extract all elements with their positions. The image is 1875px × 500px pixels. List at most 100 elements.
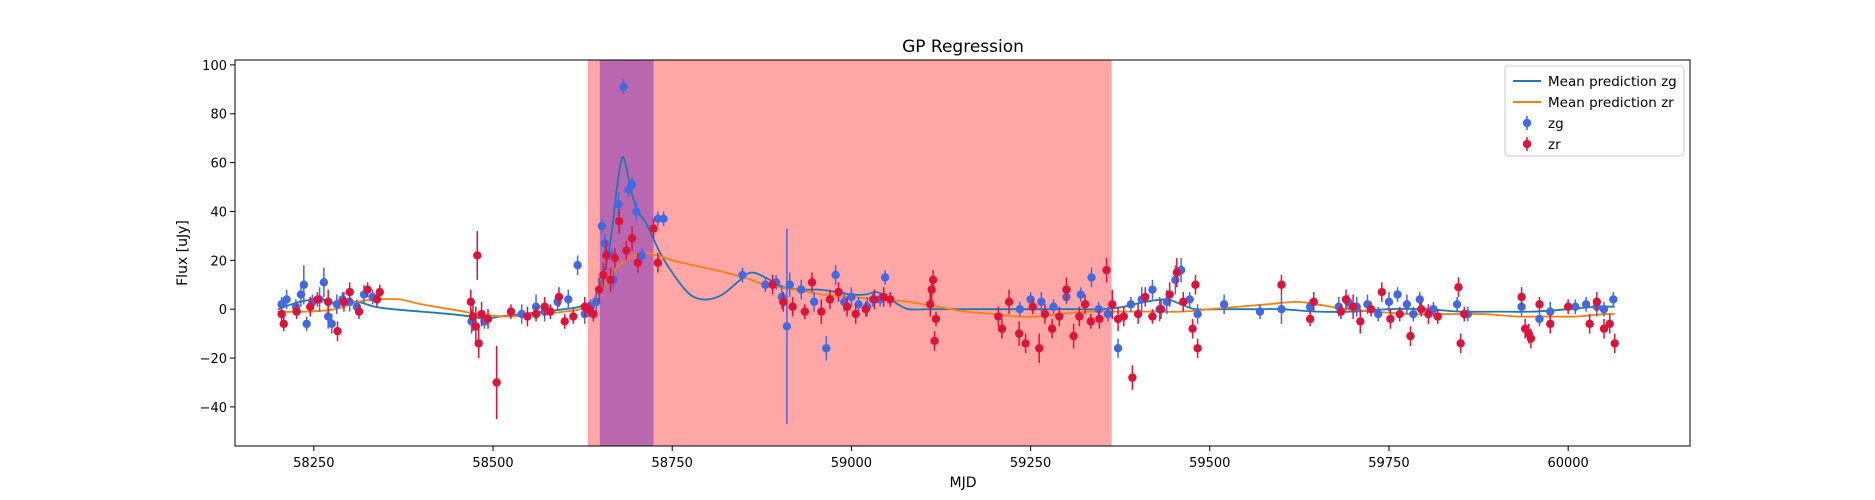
point-zr-112 <box>1517 292 1526 302</box>
point-zr-39 <box>622 246 631 255</box>
point-zr-103 <box>1386 314 1395 324</box>
point-zg-50 <box>831 270 840 280</box>
point-zr-123 <box>1610 339 1619 348</box>
point-zg-53 <box>854 300 863 309</box>
legend-label-mean-prediction-zg: Mean prediction zg <box>1548 74 1677 90</box>
point-zr-37 <box>610 253 620 263</box>
point-zg-25 <box>573 261 582 270</box>
point-zr-18 <box>474 339 483 348</box>
point-zr-96 <box>1309 297 1318 307</box>
point-zr-9 <box>345 287 354 297</box>
point-zr-95 <box>1305 314 1315 324</box>
point-zg-76 <box>1193 309 1202 319</box>
point-zr-19 <box>477 309 486 319</box>
point-zg-101 <box>1609 295 1618 304</box>
point-zr-12 <box>372 295 382 304</box>
point-zr-117 <box>1546 319 1555 329</box>
point-zr-40 <box>627 234 637 243</box>
point-zg-10 <box>323 312 333 321</box>
point-zg-4 <box>296 290 306 299</box>
point-zg-57 <box>880 273 890 282</box>
point-zr-50 <box>825 295 835 304</box>
point-zg-28 <box>592 297 601 307</box>
point-zg-79 <box>1277 304 1286 314</box>
point-zr-110 <box>1456 339 1465 348</box>
x-tick-label-59500: 59500 <box>1189 456 1230 471</box>
point-zg-75 <box>1185 295 1194 304</box>
legend-swatch-zg <box>1522 118 1532 128</box>
point-zr-88 <box>1165 290 1174 299</box>
point-zr-68 <box>1028 302 1037 311</box>
y-tick-label--20: −20 <box>200 352 227 367</box>
point-zr-32 <box>589 309 598 319</box>
point-zr-93 <box>1193 344 1202 353</box>
point-zg-97 <box>1571 302 1580 311</box>
series-zr <box>277 209 1619 420</box>
point-zr-85 <box>1141 292 1150 302</box>
point-zr-61 <box>930 336 939 346</box>
point-zg-33 <box>614 199 623 209</box>
point-zg-77 <box>1219 300 1229 309</box>
point-zr-57 <box>885 295 895 304</box>
x-tick-label-58500: 58500 <box>472 456 513 471</box>
point-zr-87 <box>1156 304 1166 314</box>
point-zr-94 <box>1277 280 1286 289</box>
point-zg-47 <box>797 285 806 294</box>
point-zr-15 <box>468 312 478 321</box>
point-zr-120 <box>1592 297 1602 307</box>
point-zr-76 <box>1080 300 1090 309</box>
point-zr-58 <box>926 300 935 309</box>
point-zr-71 <box>1047 324 1057 333</box>
point-zr-3 <box>292 307 301 316</box>
legend-box <box>1504 65 1685 157</box>
point-zg-5 <box>299 280 309 289</box>
y-tick-label--40: −40 <box>200 401 227 416</box>
point-zg-92 <box>1452 300 1462 309</box>
point-zr-67 <box>1021 339 1030 348</box>
point-zr-54 <box>861 304 870 314</box>
point-zr-84 <box>1133 309 1143 319</box>
y-tick-label-40: 40 <box>210 205 227 220</box>
point-zr-55 <box>870 295 879 304</box>
x-tick-label-58250: 58250 <box>293 456 334 471</box>
x-axis: 58250 58500 58750 59000 59250 59500 59750 60000 <box>293 446 1589 471</box>
legend-swatch-zr <box>1522 139 1532 149</box>
point-zr-78 <box>1095 314 1104 324</box>
point-zr-82 <box>1119 312 1128 321</box>
y-tick-label-80: 80 <box>210 108 227 123</box>
point-zg-78 <box>1255 307 1265 316</box>
point-zr-1 <box>277 309 286 319</box>
point-zg-85 <box>1374 309 1383 319</box>
point-zg-46 <box>785 280 794 289</box>
x-tick-label-58750: 58750 <box>652 456 693 471</box>
y-axis: −40 −20 0 20 40 60 80 100 <box>200 59 235 416</box>
point-zg-88 <box>1402 300 1412 309</box>
point-zr-98 <box>1341 295 1351 304</box>
point-zr-8 <box>339 297 349 307</box>
point-zr-36 <box>606 275 615 285</box>
point-zr-91 <box>1188 324 1197 333</box>
point-zr-52 <box>842 302 852 311</box>
point-zg-59 <box>1026 295 1035 304</box>
point-zr-7 <box>333 326 342 336</box>
point-zg-90 <box>1415 295 1424 304</box>
point-zr-99 <box>1348 302 1358 311</box>
point-zg-40 <box>659 214 668 223</box>
chart-title: GP Regression <box>902 37 1024 57</box>
point-zg-72 <box>1162 297 1171 307</box>
point-zr-109 <box>1454 283 1463 292</box>
point-zg-48 <box>809 297 819 307</box>
point-zg-41 <box>738 270 747 280</box>
data-points <box>277 79 1619 425</box>
point-zr-6 <box>323 297 333 307</box>
point-zr-2 <box>279 319 288 329</box>
point-zr-35 <box>602 251 611 260</box>
point-zr-48 <box>807 278 817 287</box>
point-zr-92 <box>1191 280 1200 289</box>
point-zr-25 <box>540 302 549 311</box>
point-zr-56 <box>879 292 888 302</box>
y-tick-label-20: 20 <box>210 254 227 269</box>
point-zr-65 <box>1004 297 1014 307</box>
point-zg-42 <box>761 280 770 289</box>
y-axis-label: Flux [uJy] <box>175 220 191 286</box>
